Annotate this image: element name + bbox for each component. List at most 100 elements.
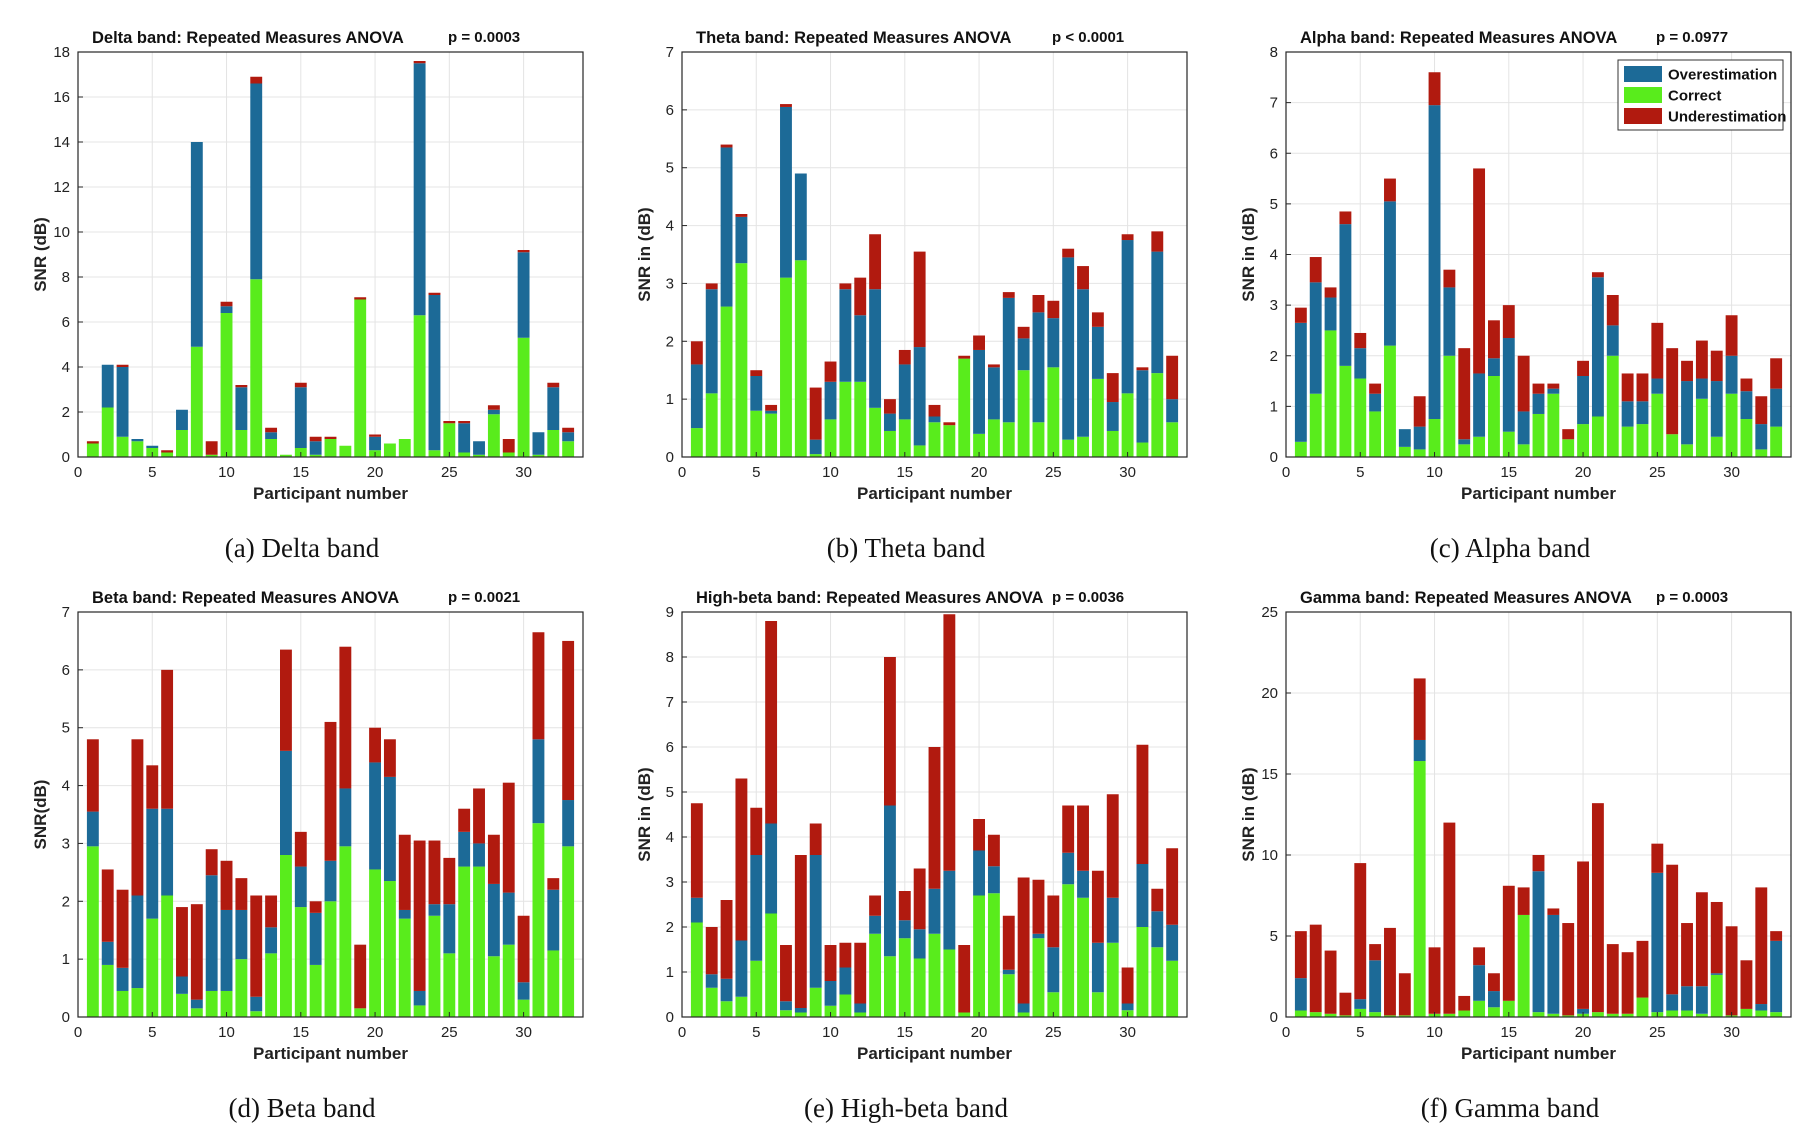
bar-underestimation-p3: [720, 900, 733, 979]
bar-underestimation-p9: [1413, 678, 1426, 740]
bar-correct-p32: [1755, 449, 1768, 457]
bar-underestimation-p4: [131, 739, 144, 896]
bar-correct-p16: [913, 445, 926, 457]
bar-overestimation-p23: [1017, 338, 1030, 371]
bar-overestimation-p27: [1681, 986, 1693, 1011]
y-tick-label: 4: [666, 829, 674, 846]
bar-underestimation-p28: [487, 834, 500, 884]
bar-correct-p6: [1369, 411, 1382, 457]
bar-correct-p14: [280, 855, 292, 1017]
y-tick-label: 6: [62, 314, 70, 331]
bar-correct-p6: [161, 895, 174, 1017]
y-tick-label: 8: [62, 269, 70, 286]
caption-alpha: (c) Alpha band: [1429, 533, 1591, 563]
bar-correct-p13: [265, 953, 278, 1017]
bar-overestimation-p32: [1755, 424, 1768, 450]
bar-overestimation-p17: [1532, 393, 1545, 414]
y-tick-label: 4: [1270, 247, 1278, 264]
bar-overestimation-p18: [943, 870, 956, 950]
bar-correct-p30: [1121, 393, 1134, 457]
bar-underestimation-p21: [1591, 803, 1604, 1013]
bar-underestimation-p23: [1621, 952, 1634, 1014]
bar-overestimation-p30: [517, 982, 530, 1000]
bar-overestimation-p28: [1091, 942, 1104, 993]
bar-correct-p7: [176, 993, 188, 1017]
bar-underestimation-p14: [884, 399, 896, 414]
bar-underestimation-p6: [1369, 944, 1382, 961]
bar-overestimation-p18: [1547, 914, 1560, 1014]
bar-correct-p31: [1136, 442, 1149, 457]
bar-underestimation-p23: [413, 840, 426, 991]
y-tick-label: 2: [62, 893, 70, 910]
bar-overestimation-p14: [1488, 358, 1500, 376]
bar-correct-p11: [839, 381, 852, 457]
bar-correct-p13: [1473, 1000, 1486, 1017]
x-tick-label: 25: [441, 1024, 458, 1041]
x-tick-label: 25: [1649, 1024, 1666, 1041]
y-tick-label: 12: [53, 179, 70, 196]
caption-highbeta: (e) High-beta band: [804, 1093, 1008, 1123]
y-tick-label: 20: [1261, 685, 1278, 702]
bar-correct-p33: [562, 846, 575, 1017]
bar-correct-p25: [1651, 393, 1664, 457]
panel-beta: 0 1 2 3 4 5 6 7 0 5 10 15 20 25 30 Participant number SN…: [0, 560, 604, 1127]
x-tick-label: 25: [1045, 464, 1062, 481]
bar-correct-p6: [765, 413, 778, 457]
x-axis-label: Participant number: [857, 1044, 1012, 1063]
y-tick-label: 1: [1270, 398, 1278, 415]
bar-correct-p16: [309, 964, 322, 1017]
bar-underestimation-p31: [1136, 744, 1149, 864]
bar-underestimation-p10: [824, 945, 837, 981]
bar-correct-p26: [458, 866, 471, 1017]
bar-underestimation-p15: [1502, 305, 1515, 339]
bar-correct-p32: [1151, 373, 1164, 457]
bar-correct-p12: [854, 381, 867, 457]
bar-correct-p19: [958, 1012, 971, 1017]
bar-underestimation-p26: [1062, 248, 1075, 258]
x-tick-label: 20: [1575, 1024, 1592, 1041]
bar-overestimation-p16: [913, 929, 926, 959]
bar-correct-p27: [1681, 444, 1693, 457]
bar-underestimation-p20: [369, 727, 381, 763]
bar-correct-p12: [1458, 444, 1471, 457]
bars: [86, 632, 575, 1017]
bar-overestimation-p5: [750, 376, 763, 411]
bar-overestimation-p20: [369, 762, 381, 870]
y-axis-label: SNR in (dB): [635, 767, 654, 861]
bar-underestimation-p33: [1770, 358, 1783, 389]
bar-correct-p23: [1621, 1013, 1634, 1017]
bar-correct-p3: [720, 1001, 733, 1017]
bar-overestimation-p33: [1166, 924, 1179, 961]
bar-underestimation-p15: [898, 891, 911, 921]
bar-overestimation-p5: [1354, 348, 1367, 379]
x-tick-label: 0: [74, 464, 82, 481]
panel-gamma: 0 5 10 15 20 25 0 5 10 15 20 25 30 Participant number…: [1208, 560, 1812, 1127]
bar-underestimation-p29: [1106, 373, 1119, 403]
bar-overestimation-p20: [1577, 376, 1589, 425]
bar-overestimation-p5: [750, 855, 763, 961]
bar-underestimation-p12: [854, 277, 867, 316]
bar-underestimation-p23: [413, 61, 426, 64]
bar-underestimation-p8: [1398, 973, 1411, 1016]
bar-overestimation-p20: [973, 850, 985, 896]
bar-underestimation-p10: [1428, 947, 1441, 1014]
chart-title: Theta band: Repeated Measures ANOVA: [696, 29, 1011, 47]
bar-correct-p8: [190, 346, 203, 457]
x-tick-label: 30: [1119, 1024, 1136, 1041]
bar-underestimation-p1: [86, 441, 99, 444]
bar-correct-p20: [973, 895, 985, 1017]
bar-underestimation-p7: [780, 945, 792, 1002]
bar-underestimation-p8: [190, 904, 203, 1000]
bar-correct-p10: [824, 1005, 837, 1017]
bar-underestimation-p22: [1606, 944, 1619, 1014]
bar-underestimation-p13: [265, 895, 278, 928]
bar-correct-p25: [443, 953, 456, 1017]
bar-underestimation-p12: [1458, 995, 1471, 1011]
bar-correct-p1: [1294, 1010, 1307, 1017]
bar-correct-p26: [1062, 884, 1075, 1017]
bar-underestimation-p12: [854, 942, 867, 1004]
bar-correct-p7: [176, 430, 188, 457]
bar-underestimation-p7: [176, 907, 188, 977]
y-tick-label: 2: [1270, 348, 1278, 365]
bar-overestimation-p14: [884, 413, 896, 431]
